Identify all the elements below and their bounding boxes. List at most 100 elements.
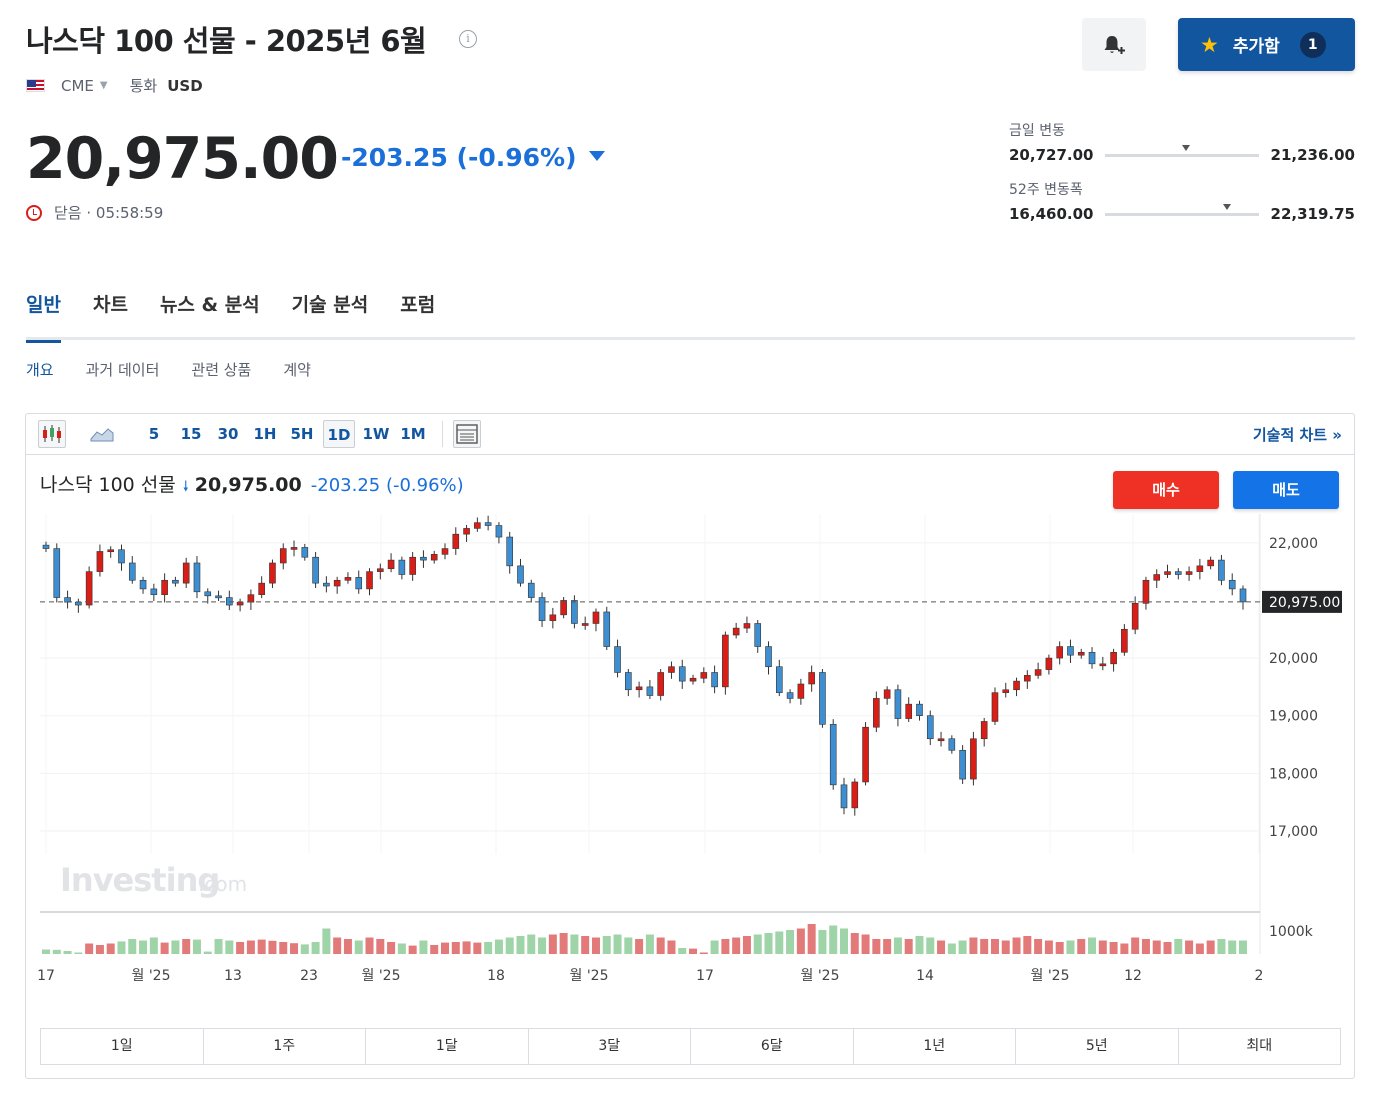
timeframe-1w[interactable]: 1W [362,425,390,443]
candle-body [269,562,276,584]
timeframe-1m[interactable]: 1M [400,425,426,443]
candle-body [926,715,934,740]
x-tick-label: 13 [224,968,242,984]
candlestick-type-button[interactable] [38,420,66,448]
tab-technical[interactable]: 기술 분석 [291,294,369,316]
timeframe-1d[interactable]: 1D [323,420,355,448]
tab-forum[interactable]: 포럼 [400,294,436,316]
subtab-related[interactable]: 관련 상품 [191,361,252,379]
candle-body [96,551,104,572]
timeframe-30[interactable]: 30 [217,425,239,443]
day-range-high: 21,236.00 [1270,146,1355,164]
period-1m[interactable]: 1달 [366,1029,529,1064]
candle-body [549,614,557,621]
subtab-historical[interactable]: 과거 데이터 [85,361,160,379]
volume-bar [570,934,579,954]
subtab-overview[interactable]: 개요 [26,361,54,379]
period-5y[interactable]: 5년 [1016,1029,1179,1064]
volume-bar [462,941,471,954]
candle-body [808,672,815,685]
info-icon[interactable]: i [459,30,477,48]
candle-body [420,556,427,561]
technical-chart-link[interactable]: 기술적 차트 » [1252,426,1342,444]
period-1d[interactable]: 1일 [41,1029,204,1064]
candle-body [128,562,136,581]
period-1w[interactable]: 1주 [204,1029,366,1064]
volume-bar [1066,940,1075,954]
volume-bar [872,939,881,954]
volume-bar [279,942,288,954]
volume-bar [52,949,61,954]
add-watchlist-button[interactable]: ★ 추가함 1 [1178,18,1355,71]
candle-body [1153,574,1161,581]
volume-bar [635,939,644,954]
timeframe-1h[interactable]: 1H [253,425,277,443]
candle-body [1088,652,1096,665]
layout-button[interactable] [453,420,481,448]
candle-body [775,666,783,693]
price-chart[interactable]: 22,000 20,000 19,000 18,000 17,000 Investing.… [26,414,1356,1024]
chevron-down-icon[interactable]: ▼ [99,80,108,91]
timeframe-5[interactable]: 5 [148,425,160,443]
volume-bar [214,939,223,954]
price-change: -203.25 (-0.96%) [341,143,577,172]
period-6m[interactable]: 6달 [691,1029,854,1064]
candle-body [1196,565,1204,572]
investing-watermark: Investing [60,861,219,899]
candle-body [538,597,546,621]
candle-body [366,571,373,590]
period-max[interactable]: 최대 [1246,1038,1273,1054]
market-status: 닫음 · 05:58:59 [26,202,163,223]
candle-body [840,784,848,809]
volume-bar [171,940,180,954]
volume-bar [742,936,751,954]
star-icon: ★ [1200,32,1219,57]
candle-body [819,672,826,725]
exchange-selector[interactable]: CME [61,76,94,95]
candle-body [452,533,460,549]
volume-bar [376,939,385,954]
candle-body [571,600,578,624]
candle-body [829,724,837,786]
buy-button[interactable]: 매수 [1113,471,1219,509]
alert-button[interactable] [1082,18,1146,71]
timeframe-15[interactable]: 15 [180,425,202,443]
candle-body [463,528,470,535]
volume-bar [1001,940,1010,954]
candle-body [991,692,999,722]
volume-bar [689,948,698,954]
candle-body [765,646,772,668]
table-icon [456,424,478,444]
candle-body [1218,559,1225,581]
tab-news[interactable]: 뉴스 & 분석 [159,294,260,316]
volume-bar [1228,940,1237,954]
volume-bar [268,940,277,954]
candle-body [312,556,319,584]
volume-bar [796,928,805,954]
candle-body [118,549,125,564]
volume-bar [1077,939,1086,954]
down-arrow-icon [589,151,605,161]
area-type-button[interactable] [88,420,116,448]
volume-bar [1109,942,1118,954]
candle-body [75,601,82,606]
candle-body [409,556,416,575]
period-1y[interactable]: 1년 [854,1029,1016,1064]
period-3m[interactable]: 3달 [529,1029,691,1064]
candle-body [258,582,265,595]
volume-bar [850,933,859,954]
volume-bar [63,951,72,954]
volume-bar [829,925,838,954]
tab-general[interactable]: 일반 [26,288,61,343]
sell-button[interactable]: 매도 [1233,471,1339,509]
tab-chart[interactable]: 차트 [92,294,128,316]
day-range-low: 20,727.00 [1009,146,1094,164]
subtab-contracts[interactable]: 계약 [283,361,311,379]
x-tick-label: 17 [696,968,714,984]
candle-body [700,672,708,679]
volume-bar [926,937,935,954]
volume-bar [904,939,913,954]
candle-body [42,544,50,549]
volume-bar [818,930,827,954]
timeframe-5h[interactable]: 5H [290,425,314,443]
